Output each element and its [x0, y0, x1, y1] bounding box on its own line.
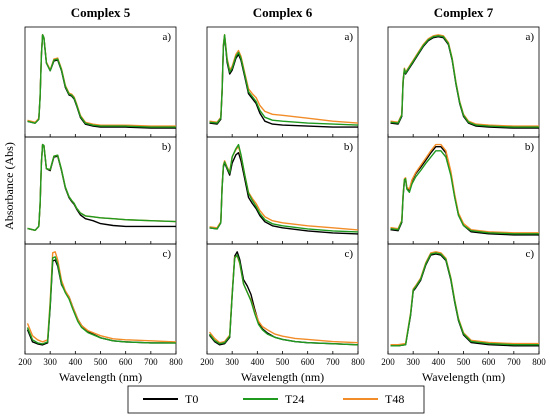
panel-label: a): [525, 31, 534, 43]
x-tick-label: 300: [225, 357, 239, 367]
legend: T0 T24 T48: [127, 385, 425, 414]
x-tick-label: 500: [276, 357, 290, 367]
legend-item-t0: T0: [143, 392, 198, 406]
column-complex-5: Complex 5 a) b) c) 200 300 400 500 600 700 800 Wave…: [18, 5, 183, 384]
x-tick-label: 700: [326, 357, 340, 367]
legend-item-t48: T48: [343, 392, 404, 406]
x-tick-label: 800: [532, 357, 546, 367]
x-tick-label: 500: [94, 357, 108, 367]
legend-label: T48: [385, 392, 404, 406]
y-axis-title: Absorbance (Abs): [2, 142, 16, 230]
x-tick-label: 700: [507, 357, 521, 367]
panel-complex-7-0: a): [387, 26, 540, 138]
x-tick-label: 400: [432, 357, 446, 367]
x-tick-label: 400: [69, 357, 83, 367]
columns: Complex 5 a) b) c) 200 300 400 500 600 700 800 Wave…: [18, 5, 546, 384]
series-line-t24: [208, 254, 359, 346]
column-title: Complex 6: [253, 5, 313, 20]
column-title: Complex 5: [71, 5, 131, 20]
series-line-t24: [390, 150, 539, 235]
panel-complex-5-1: b): [24, 136, 177, 245]
legend-label: T0: [185, 392, 198, 406]
x-tick-label: 300: [43, 357, 57, 367]
panel-label: c): [525, 248, 534, 260]
series-line-t0: [390, 36, 539, 129]
x-tick-label: 200: [18, 357, 32, 367]
panel-frame: [387, 243, 540, 355]
x-tick-label: 600: [301, 357, 315, 367]
panel-label: b): [344, 141, 354, 153]
series-line-t24: [390, 35, 539, 128]
panel-label: c): [344, 248, 353, 260]
x-tick-label: 600: [482, 357, 496, 367]
series-line-t48: [209, 34, 359, 124]
column-complex-6: Complex 6 a) b) c) 200 300 400 500 600 700 800 Wave…: [200, 5, 365, 384]
legend-label: T24: [285, 392, 304, 406]
series-line-t0: [209, 152, 359, 235]
x-tick-label: 700: [144, 357, 158, 367]
legend-item-t24: T24: [243, 392, 304, 406]
panel-frame: [387, 26, 540, 138]
panel-label: b): [525, 141, 535, 153]
panel-label: a): [344, 31, 353, 43]
x-tick-label: 200: [200, 357, 214, 367]
x-tick-label: 800: [169, 357, 183, 367]
x-axis-title: Wavelength (nm): [422, 370, 505, 384]
column-complex-7: Complex 7 a) b) c) 200 300 400 500 600 700 800 Wave…: [381, 5, 546, 384]
x-tick-label: 300: [406, 357, 420, 367]
panel-label: b): [162, 141, 172, 153]
series-line-t24: [209, 34, 359, 126]
x-tick-label: 600: [119, 357, 133, 367]
series-line-t48: [390, 34, 539, 127]
panel-complex-5-0: a): [24, 26, 177, 138]
panel-frame: [24, 136, 177, 245]
series-line-t24: [27, 34, 176, 128]
series-line-t24: [209, 143, 359, 233]
x-tick-label: 800: [351, 357, 365, 367]
panel-label: a): [162, 31, 171, 43]
x-tick-label: 500: [457, 357, 471, 367]
panel-complex-7-1: b): [387, 136, 540, 245]
series-line-t24: [26, 256, 176, 345]
panel-complex-6-0: a): [206, 26, 359, 138]
series-line-t48: [26, 251, 177, 343]
panel-complex-6-1: b): [206, 136, 359, 245]
x-tick-label: 200: [381, 357, 395, 367]
x-tick-label: 400: [251, 357, 265, 367]
series-line-t0: [27, 34, 176, 129]
series-line-t24: [390, 252, 539, 347]
panel-complex-7-2: c): [387, 243, 540, 355]
x-axis-title: Wavelength (nm): [59, 370, 142, 384]
series-line-t48: [390, 143, 539, 234]
column-title: Complex 7: [434, 5, 494, 20]
panel-complex-6-2: c): [206, 243, 359, 355]
panel-complex-5-2: c): [24, 243, 177, 355]
series-line-t48: [27, 34, 176, 127]
series-line-t24: [27, 143, 177, 231]
series-line-t0: [209, 35, 358, 128]
panel-frame: [24, 26, 177, 138]
x-axis-title: Wavelength (nm): [241, 370, 324, 384]
panel-label: c): [162, 248, 171, 260]
series-line-t0: [390, 146, 539, 236]
